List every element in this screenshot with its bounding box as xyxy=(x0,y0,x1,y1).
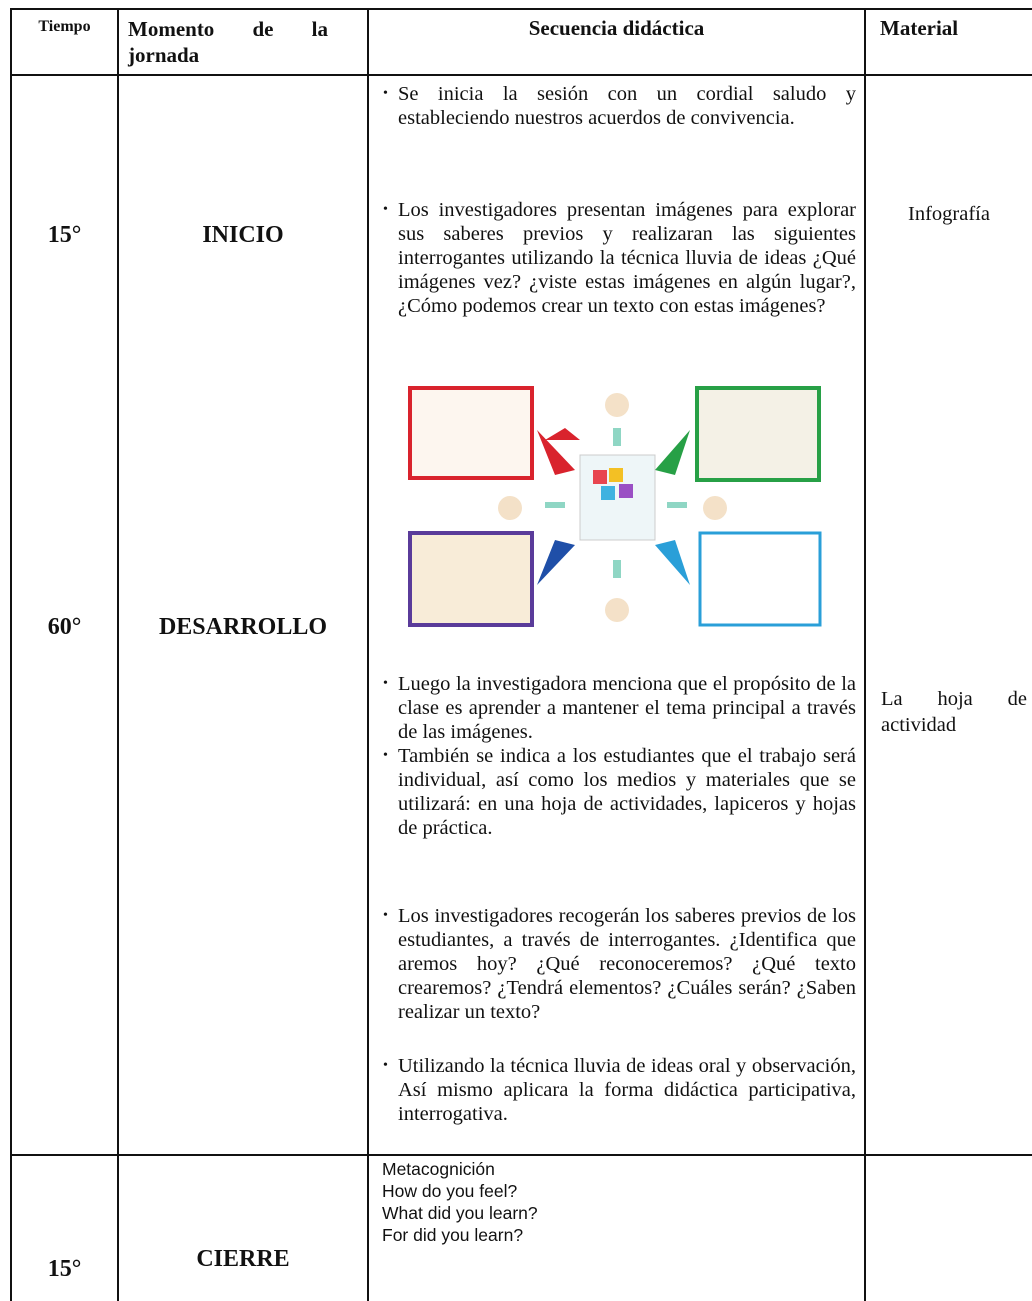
border xyxy=(10,74,1032,76)
material: Infografía xyxy=(908,203,990,225)
closing-line: What did you learn? xyxy=(382,1203,538,1223)
moment: INICIO xyxy=(202,222,284,248)
time: 15° xyxy=(47,222,82,248)
border xyxy=(367,8,369,1301)
bullet: Luego la investigadora menciona que el p… xyxy=(383,672,856,744)
closing-line: How do you feel? xyxy=(382,1181,518,1201)
header-cell: Momento de la jornada xyxy=(128,17,328,67)
moment: DESARROLLO xyxy=(158,614,328,640)
moment: CIERRE xyxy=(196,1246,290,1272)
border xyxy=(117,8,119,1301)
bullet: Los investigadores recogerán los saberes… xyxy=(383,904,856,1024)
closing-line: Metacognición xyxy=(382,1159,495,1179)
header-cell: Secuencia didáctica xyxy=(528,16,705,40)
time: 60° xyxy=(47,614,82,640)
header-cell: Tiempo xyxy=(38,18,91,35)
material: La hoja de actividad xyxy=(881,688,1027,736)
bullet: Se inicia la sesión con un cordial salud… xyxy=(383,82,856,130)
border xyxy=(10,1154,1032,1156)
bullet: También se indica a los estudiantes que … xyxy=(383,744,856,840)
infographic xyxy=(408,386,822,627)
border xyxy=(10,8,12,1301)
closing-lines: Metacognición How do you feel? What did … xyxy=(382,1158,538,1246)
border xyxy=(10,8,1032,10)
header-cell: Material xyxy=(880,16,959,40)
border xyxy=(864,8,866,1301)
closing-line: For did you learn? xyxy=(382,1225,524,1245)
bullet: Los investigadores presentan imágenes pa… xyxy=(383,198,856,318)
time: 15° xyxy=(47,1256,82,1282)
bullet: Utilizando la técnica lluvia de ideas or… xyxy=(383,1054,856,1126)
